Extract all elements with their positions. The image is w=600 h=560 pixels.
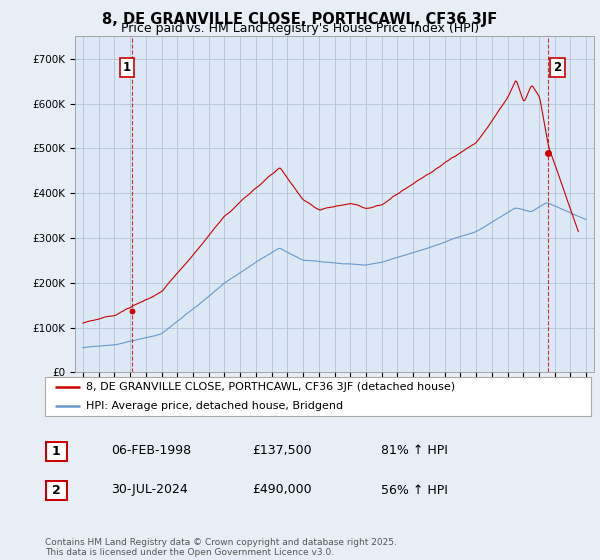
Text: 06-FEB-1998: 06-FEB-1998 (111, 444, 191, 458)
Text: 30-JUL-2024: 30-JUL-2024 (111, 483, 188, 497)
Text: £490,000: £490,000 (252, 483, 311, 497)
Point (127, 306, 136, 315)
Text: 2: 2 (553, 61, 562, 74)
Text: HPI: Average price, detached house, Bridgend: HPI: Average price, detached house, Brid… (86, 400, 343, 410)
Point (543, 148, 553, 157)
Text: Price paid vs. HM Land Registry's House Price Index (HPI): Price paid vs. HM Land Registry's House … (121, 22, 479, 35)
Text: 56% ↑ HPI: 56% ↑ HPI (381, 483, 448, 497)
Text: Contains HM Land Registry data © Crown copyright and database right 2025.
This d: Contains HM Land Registry data © Crown c… (45, 538, 397, 557)
Text: 81% ↑ HPI: 81% ↑ HPI (381, 444, 448, 458)
Text: 1: 1 (52, 445, 61, 458)
Text: 8, DE GRANVILLE CLOSE, PORTHCAWL, CF36 3JF: 8, DE GRANVILLE CLOSE, PORTHCAWL, CF36 3… (103, 12, 497, 27)
Text: 1: 1 (123, 61, 131, 74)
Text: 2: 2 (52, 484, 61, 497)
Text: £137,500: £137,500 (252, 444, 311, 458)
Text: 8, DE GRANVILLE CLOSE, PORTHCAWL, CF36 3JF (detached house): 8, DE GRANVILLE CLOSE, PORTHCAWL, CF36 3… (86, 382, 455, 393)
